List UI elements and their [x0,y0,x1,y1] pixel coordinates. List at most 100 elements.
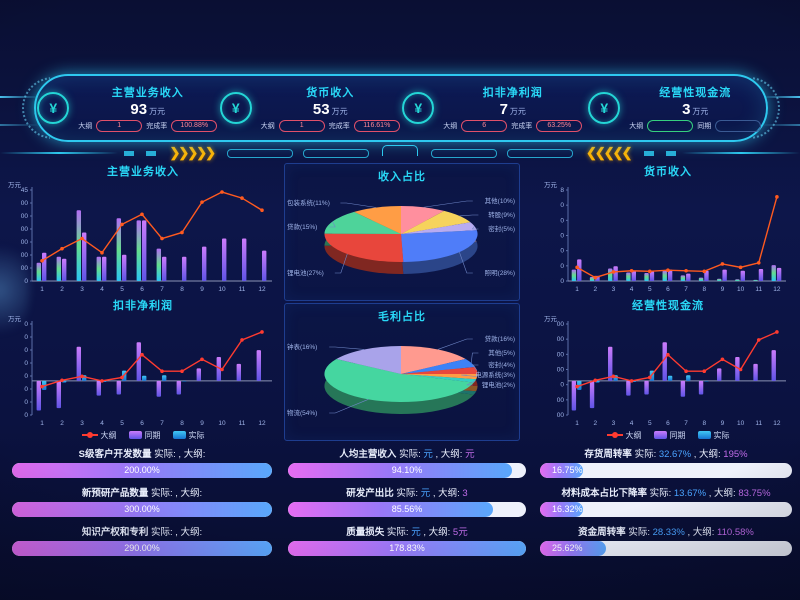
target-value: 3 [462,488,468,499]
svg-text:11: 11 [239,286,246,293]
svg-text:0: 0 [24,360,28,367]
stat-title: 研发产出比 实际: 元 , 大纲: 3 [288,485,526,499]
svg-text:照明(28%): 照明(28%) [485,269,515,277]
stat-label: 资金周转率 [578,527,626,538]
progress-fill [288,502,493,517]
progress-bar: 25.62% [540,541,792,556]
target-caption: , 大纲: [175,527,203,538]
header-line-decoration [0,124,40,126]
svg-text:00: 00 [557,351,565,358]
svg-text:5: 5 [648,420,652,427]
progress-bar: 16.75% [540,463,792,478]
kpi-body: 经营性现金流 3 万元 大纲 同期 [629,84,762,132]
progress-bar: 178.83% [288,541,526,556]
chevrons-right-icon: ❯❯❯❯❯ [169,145,216,160]
actual-value: 元 [423,449,433,460]
divider-notch [382,145,418,156]
kpi-stat-label: 完成率 [511,123,533,130]
divider-square [123,150,134,156]
actual-value: 元 [420,488,431,499]
svg-text:2: 2 [60,420,64,427]
svg-text:12: 12 [258,286,266,293]
progress-percent: 300.00% [124,504,160,514]
stat-item: 新预研产品数量 实际: , 大纲: 300.00% [12,485,272,517]
svg-text:00: 00 [557,397,565,404]
stats-column-left: S级客户开发数量 实际: , 大纲: 200.00% 新预研产品数量 实际: ,… [12,446,272,556]
progress-fill [288,463,512,478]
stats-column-right: 存货周转率 实际: 32.67% , 大纲: 195% 16.75% 材料成本占… [540,446,792,556]
kpi-stats-row: 大纲 同期 [629,120,762,132]
chart-legend: 大纲 同期 实际 [6,428,280,442]
svg-text:0: 0 [24,278,28,285]
kpi-stat-pill: 6 [461,120,508,132]
svg-text:0: 0 [24,373,28,380]
kpi-title: 货币收入 [306,87,355,99]
legend-item[interactable]: 大纲 [81,430,117,441]
svg-text:0: 0 [560,202,564,209]
progress-fill [12,502,272,517]
svg-text:45: 45 [21,187,29,194]
target-value: 110.58% [717,527,754,538]
divider-decoration: ❯❯❯❯❯ ❮❮❮❮❮ [0,141,800,165]
stat-item: S级客户开发数量 实际: , 大纲: 200.00% [12,446,272,478]
divider-square [145,150,156,156]
kpi-stat-label: 大纲 [78,123,93,130]
kpi-stat-label: 完成率 [328,123,350,130]
kpi-stat-label: 大纲 [260,123,275,130]
stat-title: 知识产权和专利 实际: , 大纲: [12,524,272,538]
legend-item[interactable]: 实际 [697,430,730,441]
stat-item: 质量损失 实际: 元 , 大纲: 5元 178.83% [288,524,526,556]
svg-text:万元: 万元 [544,315,558,323]
legend-item[interactable]: 实际 [172,430,205,441]
target-caption: , 大纲: [178,449,206,460]
stat-item: 存货周转率 实际: 32.67% , 大纲: 195% 16.75% [540,446,792,478]
stat-item: 资金周转率 实际: 28.33% , 大纲: 110.58% 25.62% [540,524,792,556]
stat-label: S级客户开发数量 [78,449,152,460]
kpi-stat-label: 大纲 [629,123,644,130]
svg-text:11: 11 [239,420,246,427]
svg-text:其他(5%): 其他(5%) [488,348,515,357]
progress-percent: 200.00% [124,465,160,475]
svg-text:0: 0 [560,248,564,255]
svg-text:0: 0 [24,347,28,354]
header-line-decoration [760,124,800,126]
stat-label: 质量损失 [346,527,385,538]
legend-item[interactable]: 大纲 [606,430,642,441]
kpi-stat-pill [647,120,694,132]
svg-text:2: 2 [593,286,597,293]
stat-label: 存货周转率 [584,449,632,460]
chart-net-profit: 扣非净利润 万元 0 0 0 0 0 0 0 0 1 2 3 4 5 6 7 8 9 10 11 12 大纲 同期 实际 [6,297,280,442]
svg-text:转股(9%): 转股(9%) [488,210,515,219]
svg-text:0: 0 [560,217,564,224]
legend-swatch [697,431,711,439]
legend-item[interactable]: 同期 [128,430,161,441]
svg-text:8: 8 [702,286,706,293]
svg-text:00: 00 [21,239,29,246]
stats-column-middle: 人均主营收入 实际: 元 , 大纲: 元 94.10% 研发产出比 实际: 元 … [288,446,526,556]
progress-percent: 178.83% [389,543,425,553]
svg-text:00: 00 [557,336,565,343]
svg-text:万元: 万元 [8,315,22,323]
svg-text:电源系统(3%): 电源系统(3%) [475,370,515,379]
kpi-card-2: ¥ 扣非净利润 7 万元 大纲 6 完成率 63.25% [401,84,584,132]
kpi-stat-label: 大纲 [443,123,458,130]
divider-square [644,150,655,156]
svg-text:密封(4%): 密封(4%) [488,360,515,369]
stat-title: 存货周转率 实际: 32.67% , 大纲: 195% [540,446,792,460]
chart-money-income: 货币收入 万元 8 0 0 0 0 0 0 1 2 3 4 5 6 7 8 9 10 11 12 [542,163,794,294]
legend-swatch [81,432,98,438]
svg-text:8: 8 [180,420,184,427]
legend-item[interactable]: 同期 [653,430,686,441]
stat-label: 知识产权和专利 [81,527,149,538]
svg-text:0: 0 [560,278,564,285]
svg-text:12: 12 [773,420,781,427]
svg-text:00: 00 [557,321,565,328]
legend-label: 同期 [144,430,161,440]
svg-text:7: 7 [684,420,688,427]
kpi-body: 货币收入 53 万元 大纲 1 完成率 116.61% [261,84,400,132]
chart-legend: 大纲 同期 实际 [542,428,794,442]
svg-text:1: 1 [40,286,44,293]
